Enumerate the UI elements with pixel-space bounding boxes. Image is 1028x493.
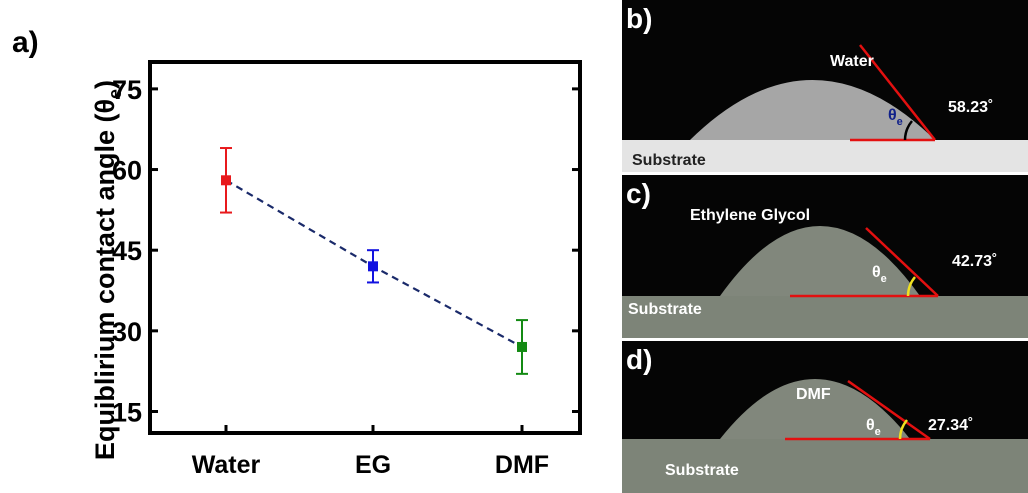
panel-label: c) bbox=[626, 178, 651, 209]
liquid-label: Water bbox=[830, 53, 874, 70]
y-label-sub: e bbox=[105, 89, 125, 99]
data-point bbox=[368, 261, 378, 272]
substrate-label: Substrate bbox=[632, 152, 706, 169]
droplet bbox=[690, 80, 935, 140]
theta: θ bbox=[872, 264, 881, 281]
y-tick-label: 45 bbox=[112, 236, 142, 266]
theta: θ bbox=[866, 417, 875, 434]
droplet bbox=[720, 379, 910, 439]
angle-value: 27.34˚ bbox=[928, 417, 973, 434]
y-axis-label: Equiblirium contact angle (θe) bbox=[90, 80, 125, 460]
tangent-line bbox=[847, 379, 931, 441]
theta-sub: e bbox=[881, 273, 887, 285]
tangent-line bbox=[865, 227, 939, 297]
theta-sub: e bbox=[875, 426, 881, 438]
theta-label: θe bbox=[866, 417, 881, 438]
panel-label: b) bbox=[626, 3, 652, 34]
x-tick-label: EG bbox=[355, 451, 391, 479]
droplet bbox=[720, 226, 920, 296]
angle-arc bbox=[906, 276, 916, 297]
theta-label: θe bbox=[888, 107, 903, 128]
angle-value: 42.73˚ bbox=[952, 253, 997, 270]
x-tick-label: Water bbox=[192, 451, 261, 479]
theta: θ bbox=[888, 107, 897, 124]
data-point bbox=[517, 341, 527, 352]
theta-label: θe bbox=[872, 264, 887, 285]
y-tick-label: 15 bbox=[112, 397, 142, 427]
substrate-label: Substrate bbox=[665, 462, 739, 479]
substrate bbox=[622, 439, 1028, 493]
tangent-line bbox=[859, 44, 936, 141]
substrate-label: Substrate bbox=[628, 301, 702, 318]
substrate bbox=[622, 296, 1028, 338]
y-label-text: Equiblirium contact angle (θ bbox=[90, 99, 120, 460]
y-tick-label: 60 bbox=[112, 156, 142, 186]
angle-arc bbox=[898, 419, 908, 440]
data-point bbox=[221, 175, 231, 186]
y-tick-label: 30 bbox=[112, 317, 142, 347]
plot-frame bbox=[148, 60, 582, 435]
liquid-label: DMF bbox=[796, 386, 831, 403]
angle-arc bbox=[903, 120, 913, 141]
theta-sub: e bbox=[897, 116, 903, 128]
x-tick-label: DMF bbox=[495, 451, 549, 479]
angle-value: 58.23˚ bbox=[948, 99, 993, 116]
panel-label: d) bbox=[626, 344, 652, 375]
y-label-close: ) bbox=[90, 80, 120, 89]
panel-label: a) bbox=[12, 26, 39, 59]
y-tick-label: 75 bbox=[112, 75, 142, 105]
substrate bbox=[622, 140, 1028, 172]
liquid-label: Ethylene Glycol bbox=[690, 207, 810, 224]
